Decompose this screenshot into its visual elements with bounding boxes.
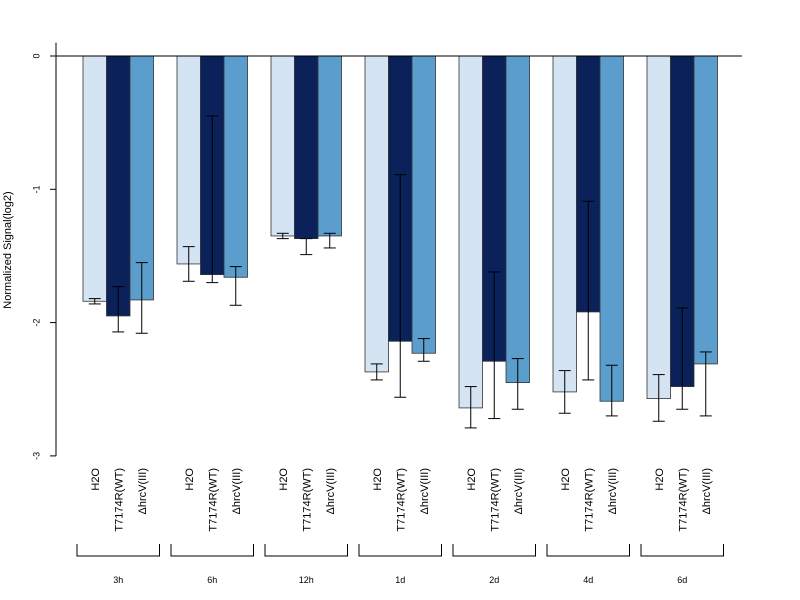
group-bracket bbox=[170, 544, 254, 557]
error-bars bbox=[88, 115, 712, 429]
bar-label: H2O bbox=[372, 468, 384, 491]
y-tick-label: 0 bbox=[31, 53, 41, 58]
y-axis-label: Normalized Signal(log2) bbox=[2, 191, 14, 308]
bar-label: T7174R(WT) bbox=[207, 468, 219, 532]
bar-label: H2O bbox=[90, 468, 102, 491]
bar-label: T7174R(WT) bbox=[113, 468, 125, 532]
bar-label: T7174R(WT) bbox=[301, 468, 313, 532]
bar-label: H2O bbox=[278, 468, 290, 491]
group-bracket bbox=[546, 544, 630, 557]
bar-label: ΔhrcV(III) bbox=[513, 468, 525, 514]
bar bbox=[693, 55, 718, 365]
bar-label: ΔhrcV(III) bbox=[607, 468, 619, 514]
bar-label: H2O bbox=[184, 468, 196, 491]
bar-label: H2O bbox=[560, 468, 572, 491]
bar-label: ΔhrcV(III) bbox=[137, 468, 149, 514]
group-label: 6d bbox=[677, 575, 687, 585]
bar-label: T7174R(WT) bbox=[395, 468, 407, 532]
bar bbox=[552, 55, 577, 393]
bar bbox=[223, 55, 248, 278]
group-label: 1d bbox=[395, 575, 405, 585]
bar-label: T7174R(WT) bbox=[583, 468, 595, 532]
group-bracket bbox=[358, 544, 442, 557]
group-bracket bbox=[264, 544, 348, 557]
bar-label: H2O bbox=[466, 468, 478, 491]
bar-label: ΔhrcV(III) bbox=[325, 468, 337, 514]
group-bracket bbox=[76, 544, 160, 557]
bar-label: T7174R(WT) bbox=[677, 468, 689, 532]
bar-labels: H2O T7174R(WT) ΔhrcV(III) H2O T7174R(WT) Δhrc… bbox=[90, 468, 713, 532]
bar bbox=[599, 55, 624, 402]
bar bbox=[505, 55, 530, 383]
bar bbox=[646, 55, 671, 399]
bars bbox=[82, 55, 718, 409]
bar-label: ΔhrcV(III) bbox=[419, 468, 431, 514]
y-tick-label: -1 bbox=[31, 185, 41, 193]
bar bbox=[106, 55, 131, 317]
group-labels: 3h 6h 12h 1d 2d 4d 6d bbox=[76, 544, 724, 585]
bar bbox=[176, 55, 201, 265]
group-label: 2d bbox=[489, 575, 499, 585]
bar-label: H2O bbox=[654, 468, 666, 491]
y-axis: 0 -1 -2 -3 bbox=[31, 42, 57, 460]
bar bbox=[270, 55, 295, 237]
bar bbox=[364, 55, 389, 373]
bar bbox=[411, 55, 436, 354]
bar bbox=[294, 55, 319, 240]
group-label: 3h bbox=[113, 575, 123, 585]
bar bbox=[82, 55, 107, 302]
group-bracket bbox=[640, 544, 724, 557]
group-label: 12h bbox=[299, 575, 314, 585]
bar bbox=[317, 55, 342, 237]
y-tick-label: -3 bbox=[31, 452, 41, 460]
group-bracket bbox=[452, 544, 536, 557]
bar-label: ΔhrcV(III) bbox=[701, 468, 713, 514]
y-tick-label: -2 bbox=[31, 319, 41, 327]
group-label: 6h bbox=[207, 575, 217, 585]
bar-label: ΔhrcV(III) bbox=[231, 468, 243, 514]
group-label: 4d bbox=[583, 575, 593, 585]
bar bbox=[458, 55, 483, 409]
bar-label: T7174R(WT) bbox=[489, 468, 501, 532]
